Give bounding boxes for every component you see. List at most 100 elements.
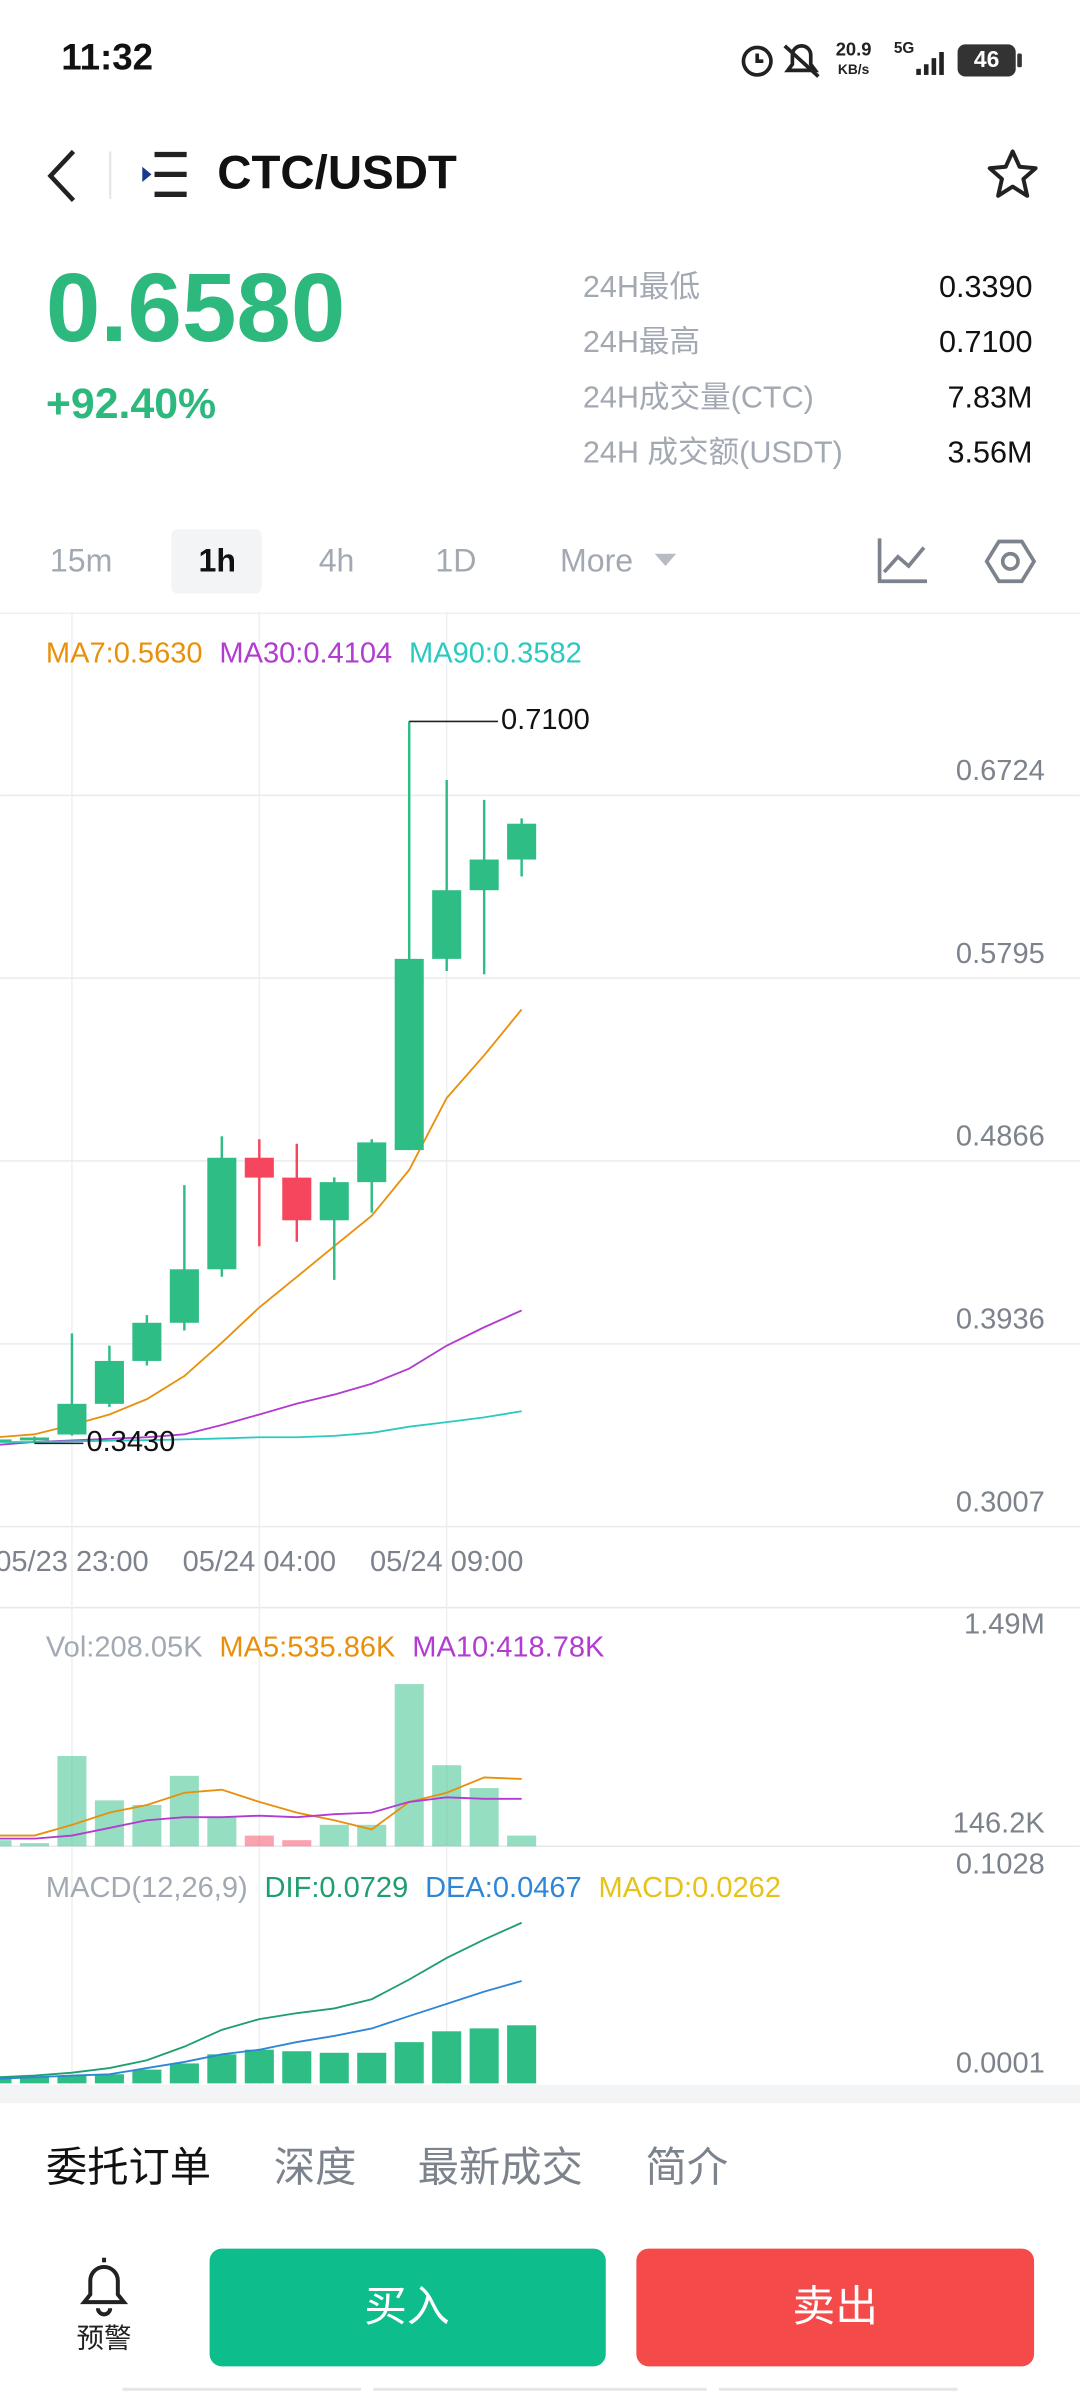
buy-label[interactable]: 买入 bbox=[364, 2283, 450, 2331]
section-tab[interactable]: 简介 bbox=[646, 2144, 729, 2190]
alert-label[interactable]: 预警 bbox=[77, 2323, 132, 2354]
menu-arrow bbox=[142, 166, 152, 183]
buy-button[interactable] bbox=[209, 2248, 606, 2367]
bar bbox=[282, 1840, 312, 1847]
indicator-line bbox=[0, 1980, 522, 2080]
candle-body bbox=[319, 1182, 349, 1221]
settings-button[interactable] bbox=[984, 539, 1037, 584]
timeframe-tab[interactable]: 4h bbox=[319, 542, 355, 578]
chart-style-button[interactable] bbox=[877, 538, 927, 584]
y-tick-label: 146.2K bbox=[953, 1807, 1046, 1839]
price-change: +92.40% bbox=[46, 380, 216, 428]
settings-dot bbox=[1000, 551, 1020, 571]
more-caret bbox=[654, 553, 677, 566]
network-type: 5G bbox=[894, 40, 914, 57]
indicator-line bbox=[0, 1796, 522, 1840]
status-icons bbox=[741, 44, 820, 78]
bar bbox=[394, 1684, 424, 1847]
legend-entry: DEA:0.0467 bbox=[425, 1872, 582, 1904]
last-price: 0.6580 bbox=[46, 252, 345, 362]
bar bbox=[319, 1824, 349, 1847]
indicator-line bbox=[0, 1410, 522, 1443]
candle-body bbox=[469, 859, 499, 891]
legend-entry: MACD(12,26,9) bbox=[46, 1872, 248, 1904]
section-tab[interactable]: 委托订单 bbox=[46, 2144, 211, 2190]
bar bbox=[507, 1835, 537, 1847]
battery-tip bbox=[1017, 53, 1022, 68]
timeframe-tab[interactable]: 15m bbox=[50, 542, 112, 578]
stat-value: 7.83M bbox=[948, 380, 1033, 414]
sell-button[interactable] bbox=[636, 2248, 1035, 2367]
battery bbox=[957, 44, 1016, 77]
bar bbox=[57, 1755, 87, 1847]
bar bbox=[244, 2049, 274, 2084]
signal-bar bbox=[931, 58, 937, 75]
bar bbox=[282, 2051, 312, 2084]
alert-button[interactable] bbox=[80, 2257, 129, 2317]
stat-label: 24H成交量(CTC) bbox=[583, 380, 814, 414]
candle-body bbox=[19, 1437, 49, 1441]
bar bbox=[432, 1765, 462, 1847]
bar bbox=[57, 2075, 87, 2084]
timeframe-tab[interactable]: 1D bbox=[435, 542, 476, 578]
bar bbox=[357, 1824, 387, 1847]
timeframe-tab[interactable]: 1h bbox=[199, 542, 236, 578]
chart-line-icon bbox=[882, 546, 926, 574]
timeframe-tab[interactable]: More bbox=[560, 542, 633, 578]
indicator-line bbox=[0, 1776, 522, 1837]
timeframe-selected-bg bbox=[171, 529, 262, 594]
legend-entry: Vol:208.05K bbox=[46, 1632, 203, 1664]
clock: 11:32 bbox=[61, 36, 153, 77]
stat-label: 24H 成交额(USDT) bbox=[583, 435, 843, 469]
bar bbox=[207, 1817, 237, 1847]
candle-body bbox=[282, 1177, 312, 1221]
legend-entry: MA90:0.3582 bbox=[409, 637, 582, 669]
net-unit: KB/s bbox=[838, 62, 870, 77]
signal-bar bbox=[939, 52, 944, 75]
net-speed: 20.9 bbox=[836, 38, 872, 59]
stat-label: 24H最高 bbox=[583, 325, 700, 359]
y-tick-label: 0.0001 bbox=[956, 2047, 1045, 2079]
bell-icon bbox=[80, 2264, 129, 2305]
sell-label[interactable]: 卖出 bbox=[792, 2283, 878, 2331]
bar bbox=[94, 2074, 124, 2084]
bar bbox=[319, 2052, 349, 2084]
legend-entry: MA5:535.86K bbox=[219, 1632, 396, 1664]
candle-body bbox=[207, 1157, 237, 1270]
indicator-line bbox=[0, 1309, 523, 1446]
mute-icon bbox=[783, 44, 820, 78]
candle-body bbox=[169, 1269, 199, 1323]
stat-label: 24H最低 bbox=[583, 270, 700, 304]
candle-body bbox=[57, 1403, 87, 1435]
candle-body bbox=[0, 1439, 12, 1442]
favorite-button[interactable] bbox=[987, 149, 1038, 198]
section-tab[interactable]: 深度 bbox=[274, 2144, 357, 2190]
low-label: 0.3430 bbox=[86, 1426, 175, 1458]
candle-body bbox=[394, 958, 424, 1151]
candle-body bbox=[244, 1157, 274, 1178]
section-gap bbox=[0, 2084, 1080, 2104]
legend-entry: MA30:0.4104 bbox=[219, 637, 392, 669]
candle-body bbox=[507, 823, 537, 860]
chart-axis-icon bbox=[877, 538, 927, 584]
alarm-icon bbox=[741, 45, 773, 77]
stat-value: 0.7100 bbox=[939, 325, 1033, 359]
pair-title: CTC/USDT bbox=[217, 146, 457, 199]
bar bbox=[19, 2077, 49, 2084]
legend-entry: MA7:0.5630 bbox=[46, 637, 203, 669]
x-tick-label: 05/24 09:00 bbox=[370, 1546, 523, 1578]
bar bbox=[94, 1800, 124, 1847]
y-tick-label: 0.4866 bbox=[956, 1121, 1045, 1153]
alarm-hands bbox=[755, 53, 764, 64]
y-tick-label: 0.6724 bbox=[956, 755, 1045, 787]
bar bbox=[0, 1840, 12, 1847]
section-tab[interactable]: 最新成交 bbox=[418, 2144, 583, 2190]
bar bbox=[19, 1843, 49, 1847]
back-button[interactable] bbox=[47, 149, 76, 202]
bell-clapper bbox=[95, 2307, 113, 2317]
signal-bars bbox=[916, 52, 944, 75]
bar bbox=[507, 2025, 537, 2084]
menu-button[interactable] bbox=[142, 151, 187, 197]
y-tick-label: 0.3936 bbox=[956, 1304, 1045, 1336]
